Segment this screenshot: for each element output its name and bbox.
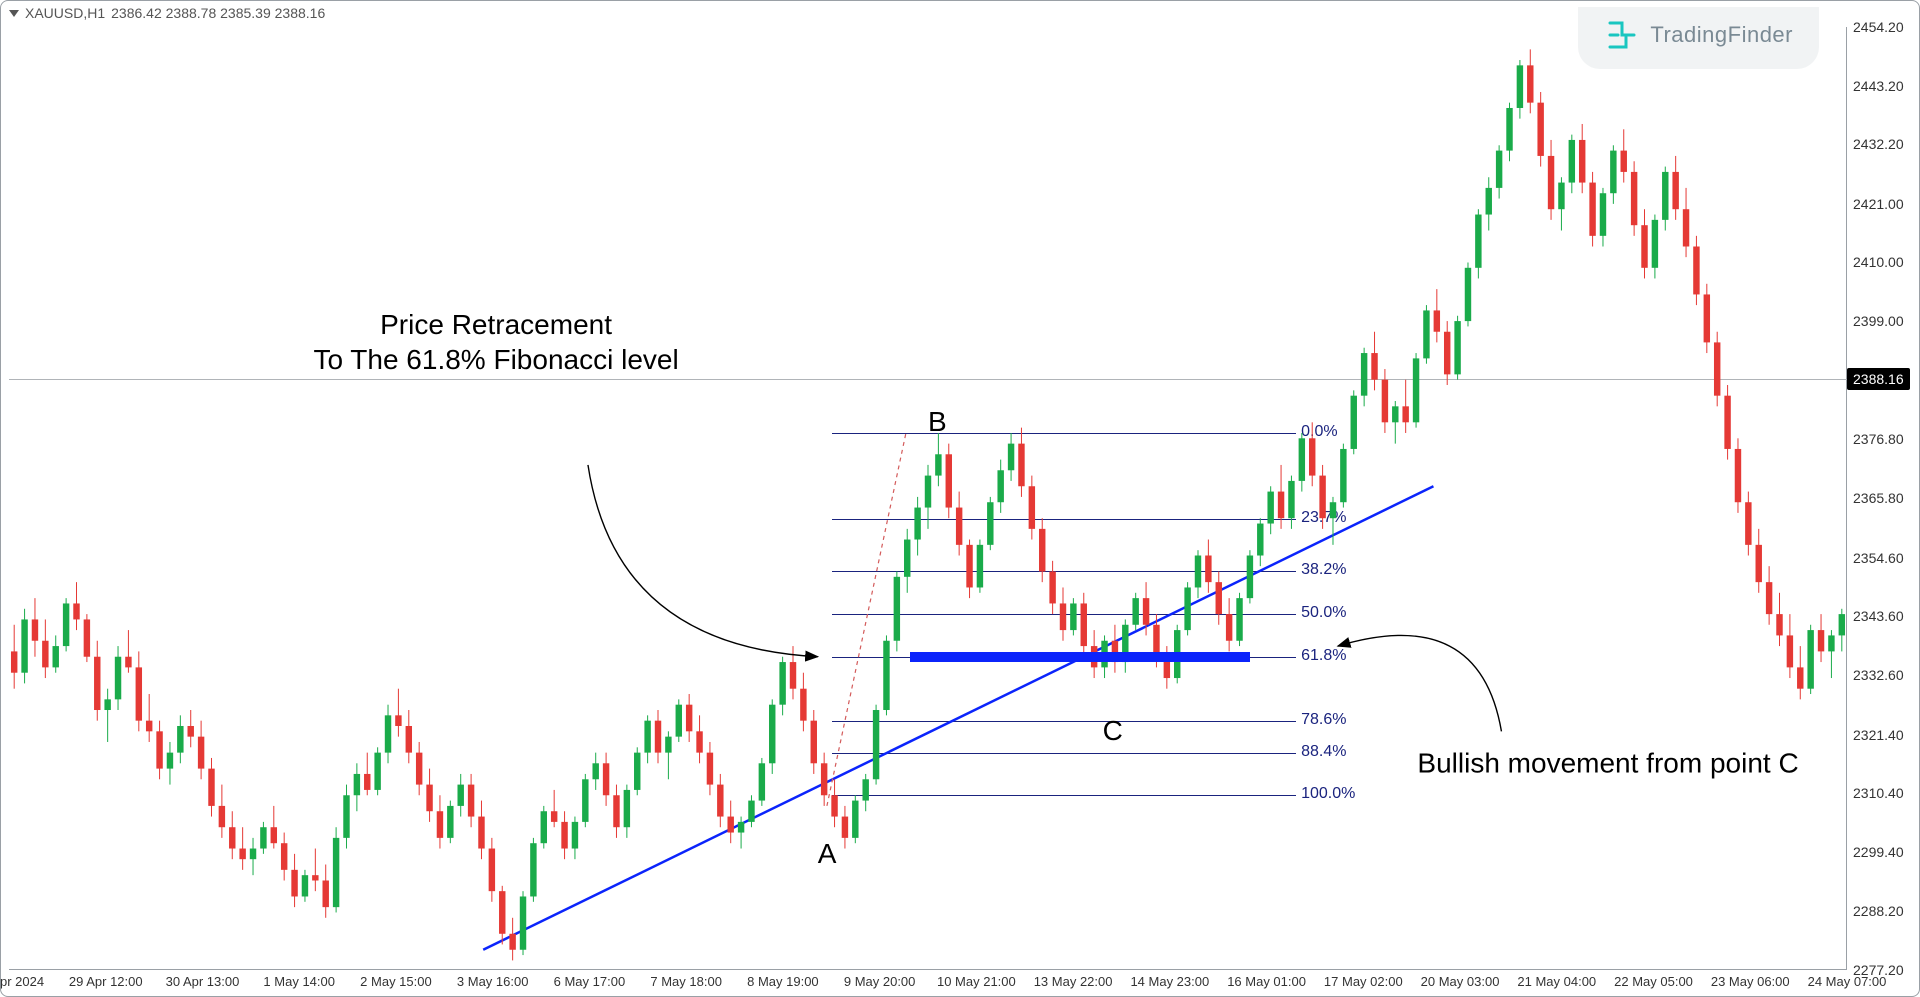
ab-dashed-line [9, 27, 1847, 970]
y-tick: 2454.20 [1853, 19, 1904, 35]
fib-label: 23.7% [1301, 509, 1346, 527]
y-tick: 2410.00 [1853, 254, 1904, 270]
y-tick: 2343.60 [1853, 608, 1904, 624]
current-price-line [9, 379, 1847, 380]
x-tick: 16 May 01:00 [1227, 974, 1306, 989]
x-tick: 9 May 20:00 [844, 974, 916, 989]
dropdown-icon[interactable] [9, 10, 19, 17]
x-tick: 6 May 17:00 [554, 974, 626, 989]
x-tick: 8 May 19:00 [747, 974, 819, 989]
fib-line[interactable] [832, 721, 1295, 722]
x-tick: 24 May 07:00 [1808, 974, 1887, 989]
watermark-logo-icon [1604, 17, 1640, 53]
fib-line[interactable] [832, 571, 1295, 572]
y-tick: 2443.20 [1853, 78, 1904, 94]
point-label-C: C [1103, 715, 1123, 747]
candlestick-series [9, 27, 1847, 970]
y-tick: 2299.40 [1853, 844, 1904, 860]
fib-line[interactable] [832, 614, 1295, 615]
x-tick: 26 Apr 2024 [0, 974, 44, 989]
y-tick: 2432.20 [1853, 136, 1904, 152]
watermark-text: TradingFinder [1650, 22, 1793, 48]
fib-label: 88.4% [1301, 743, 1346, 761]
y-tick: 2321.40 [1853, 727, 1904, 743]
fib-label: 61.8% [1301, 647, 1346, 665]
fib-618-band [910, 652, 1250, 662]
fib-label: 50.0% [1301, 604, 1346, 622]
plot-area[interactable]: 0.0% 23.7% 38.2% 50.0% 61.8% 78.6% 88.4% 100.0%… [9, 27, 1847, 970]
chart-window: XAUUSD,H1 2386.42 2388.78 2385.39 2388.1… [0, 0, 1920, 997]
fib-line[interactable] [832, 753, 1295, 754]
annotation-arrows [9, 27, 1847, 970]
x-tick: 30 Apr 13:00 [166, 974, 240, 989]
y-tick: 2354.60 [1853, 550, 1904, 566]
y-tick: 2288.20 [1853, 903, 1904, 919]
fib-label: 100.0% [1301, 785, 1355, 803]
x-tick: 1 May 14:00 [263, 974, 335, 989]
point-label-B: B [928, 406, 947, 438]
point-label-A: A [818, 838, 837, 870]
x-tick: 2 May 15:00 [360, 974, 432, 989]
x-tick: 3 May 16:00 [457, 974, 529, 989]
x-tick: 20 May 03:00 [1421, 974, 1500, 989]
fib-label: 38.2% [1301, 562, 1346, 580]
fib-label: 0.0% [1301, 423, 1337, 441]
fib-line[interactable] [832, 519, 1295, 520]
y-axis: 2454.202443.202432.202421.002410.002399.… [1846, 27, 1919, 970]
x-tick: 21 May 04:00 [1517, 974, 1596, 989]
x-tick: 29 Apr 12:00 [69, 974, 143, 989]
x-tick: 17 May 02:00 [1324, 974, 1403, 989]
y-tick: 2421.00 [1853, 196, 1904, 212]
fib-label: 78.6% [1301, 711, 1346, 729]
x-tick: 23 May 06:00 [1711, 974, 1790, 989]
symbol-timeframe: XAUUSD,H1 [25, 5, 105, 21]
current-price-tag: 2388.16 [1847, 368, 1910, 390]
watermark: TradingFinder [1578, 7, 1819, 69]
trendline[interactable] [9, 27, 1847, 970]
x-tick: 14 May 23:00 [1130, 974, 1209, 989]
y-tick: 2332.60 [1853, 667, 1904, 683]
symbol-ohlc-bar: XAUUSD,H1 2386.42 2388.78 2385.39 2388.1… [9, 5, 325, 21]
x-tick: 10 May 21:00 [937, 974, 1016, 989]
y-tick: 2365.80 [1853, 490, 1904, 506]
fib-line[interactable] [832, 795, 1295, 796]
x-tick: 13 May 22:00 [1034, 974, 1113, 989]
y-tick: 2376.80 [1853, 431, 1904, 447]
annotation-retracement: Price RetracementTo The 61.8% Fibonacci … [313, 307, 678, 377]
fib-line[interactable] [832, 433, 1295, 434]
ohlc-values: 2386.42 2388.78 2385.39 2388.16 [111, 5, 325, 21]
y-tick: 2310.40 [1853, 785, 1904, 801]
x-tick: 7 May 18:00 [650, 974, 722, 989]
annotation-bullish: Bullish movement from point C [1417, 746, 1798, 781]
y-tick: 2399.00 [1853, 313, 1904, 329]
x-axis: 26 Apr 202429 Apr 12:0030 Apr 13:001 May… [9, 969, 1847, 996]
x-tick: 22 May 05:00 [1614, 974, 1693, 989]
